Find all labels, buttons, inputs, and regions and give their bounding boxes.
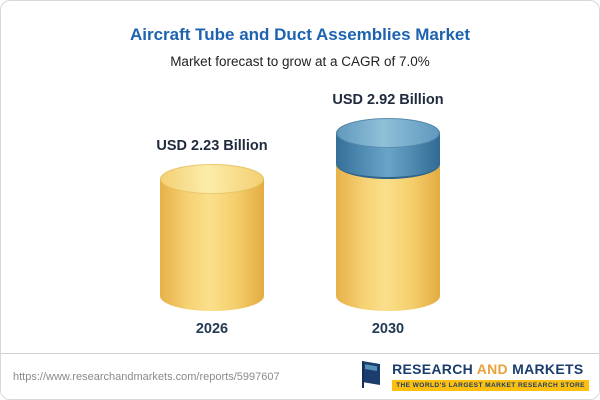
value-label-2026: USD 2.23 Billion (156, 138, 268, 154)
bar-2030 (336, 118, 440, 311)
value-label-2030: USD 2.92 Billion (332, 92, 444, 108)
cylinder-growth-segment-blue (336, 118, 440, 179)
logo-tagline: THE WORLD'S LARGEST MARKET RESEARCH STOR… (392, 379, 589, 391)
plot-area: USD 2.23 Billion 2026 USD 2.92 Billion 2… (1, 89, 599, 337)
logo-word-research: RESEARCH (392, 361, 474, 378)
bar-2026 (160, 164, 264, 311)
bar-group-2030: USD 2.92 Billion 2030 (318, 92, 458, 337)
x-axis-label-2026: 2026 (195, 321, 229, 337)
researchandmarkets-logo-icon (359, 359, 385, 394)
footer-bar: https://www.researchandmarkets.com/repor… (1, 353, 599, 399)
cylinder-top-ellipse (336, 118, 440, 148)
researchandmarkets-logo[interactable]: RESEARCH AND MARKETS THE WORLD'S LARGEST… (359, 359, 589, 394)
logo-word-and: AND (476, 361, 508, 378)
report-url-link[interactable]: https://www.researchandmarkets.com/repor… (13, 370, 280, 383)
chart-subtitle: Market forecast to grow at a CAGR of 7.0… (170, 54, 430, 69)
logo-word-markets: MARKETS (512, 361, 584, 378)
bar-group-2026: USD 2.23 Billion 2026 (142, 138, 282, 337)
cylinder-body-yellow (160, 179, 264, 311)
logo-text-block: RESEARCH AND MARKETS THE WORLD'S LARGEST… (392, 362, 589, 391)
cylinder-top-ellipse (160, 164, 264, 194)
chart-title: Aircraft Tube and Duct Assemblies Market (129, 25, 471, 44)
logo-wordmark: RESEARCH AND MARKETS (392, 362, 583, 377)
x-axis-label-2030: 2030 (371, 321, 405, 337)
